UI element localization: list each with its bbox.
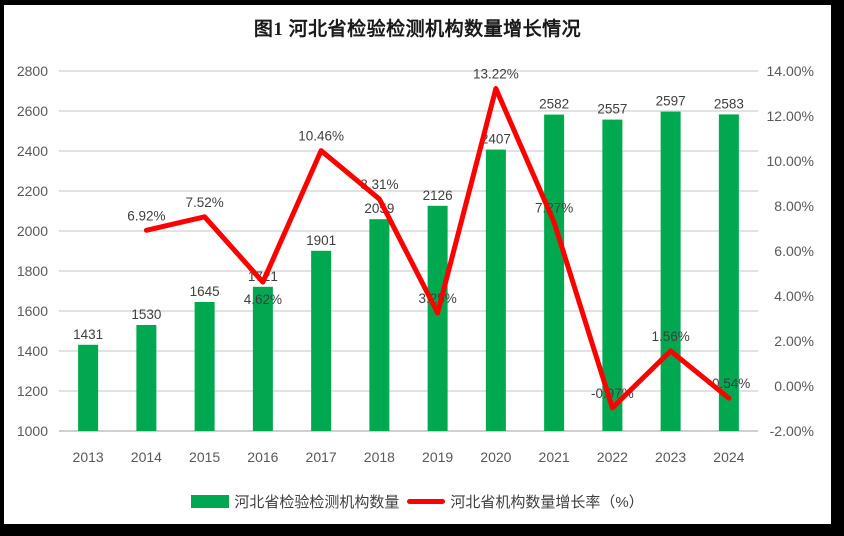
bar-2016: [252, 286, 273, 431]
right-axis-tick: 0.00%: [774, 378, 814, 394]
right-axis-tick: -2.00%: [770, 423, 814, 439]
bar-2021: [544, 114, 565, 431]
right-axis-tick: 4.00%: [774, 288, 814, 304]
bar-value-label: 2557: [597, 102, 627, 117]
left-axis-tick: 1400: [17, 343, 48, 359]
x-axis-label: 2015: [189, 449, 220, 465]
bar-2014: [136, 325, 157, 431]
bar-series-swatch-icon: [191, 495, 230, 508]
left-axis-tick: 1600: [17, 303, 48, 319]
x-axis-label: 2021: [539, 449, 570, 465]
bar-value-label: 1901: [306, 233, 336, 248]
bar-2015: [194, 302, 215, 431]
legend-item-line: 河北省机构数量增长率（%）: [399, 491, 644, 512]
bar-2017: [311, 250, 332, 431]
bar-value-label: 2126: [423, 188, 453, 203]
x-axis-label: 2022: [597, 449, 628, 465]
left-axis-tick: 1800: [17, 263, 48, 279]
chart-legend: 河北省检验检测机构数量 河北省机构数量增长率（%）: [4, 491, 831, 512]
line-value-label: 7.52%: [185, 195, 223, 210]
bar-2020: [485, 149, 506, 431]
x-axis-label: 2013: [73, 449, 104, 465]
x-axis-label: 2020: [480, 449, 511, 465]
bar-2018: [369, 219, 390, 431]
line-value-label: 10.46%: [298, 129, 344, 144]
x-axis-label: 2017: [306, 449, 337, 465]
legend-item-bars: 河北省检验检测机构数量: [191, 491, 399, 512]
left-axis-tick: 2000: [17, 223, 48, 239]
x-axis-label: 2019: [422, 449, 453, 465]
left-axis-tick: 2400: [17, 143, 48, 159]
right-axis-tick: 14.00%: [767, 63, 814, 79]
left-axis-tick: 2600: [17, 103, 48, 119]
left-axis-tick: 1000: [17, 423, 48, 439]
x-axis-label: 2023: [655, 449, 686, 465]
legend-label-bars: 河北省检验检测机构数量: [234, 494, 400, 511]
combo-chart: 1000 1200 1400 1600 1800 2000 2200 2400 2600 2800…: [17, 63, 814, 465]
x-axis-label: 2014: [131, 449, 162, 465]
bar-value-label: 2597: [656, 94, 686, 109]
bar-2024: [718, 114, 739, 432]
bar-value-label: 2582: [539, 97, 569, 112]
x-axis-label: 2024: [713, 449, 744, 465]
left-axis-tick: 2200: [17, 183, 48, 199]
right-axis-tick: 6.00%: [774, 243, 814, 259]
bar-2023: [660, 111, 681, 431]
growth-rate-line: [143, 86, 732, 411]
bar-value-label: 2583: [714, 96, 744, 111]
x-axis-label: 2016: [247, 449, 278, 465]
bar-value-label: 1645: [190, 284, 220, 299]
right-axis-tick: 10.00%: [767, 153, 814, 169]
right-axis-tick: 2.00%: [774, 333, 814, 349]
bar-2013: [78, 344, 99, 431]
left-axis-tick: 1200: [17, 383, 48, 399]
bar-value-label: 1530: [131, 307, 161, 322]
line-value-label: 1.56%: [651, 329, 689, 344]
line-value-label: 13.22%: [473, 67, 519, 82]
bar-2019: [427, 205, 448, 431]
legend-label-line: 河北省机构数量增长率（%）: [450, 494, 644, 511]
left-axis-tick: 2800: [17, 63, 48, 79]
x-axis-label: 2018: [364, 449, 395, 465]
bar-value-label: 2407: [481, 132, 511, 147]
chart-canvas: 图1 河北省检验检测机构数量增长情况 1000 1200 1400 1600 1800 2…: [4, 5, 831, 524]
line-series-swatch-icon: [407, 499, 446, 504]
bar-2022: [602, 119, 623, 431]
line-value-label: 4.62%: [244, 292, 282, 307]
line-value-label: 6.92%: [127, 208, 165, 223]
bar-value-label: 1431: [73, 327, 103, 342]
chart-title: 图1 河北省检验检测机构数量增长情况: [253, 19, 582, 40]
right-axis-tick: 8.00%: [774, 198, 814, 214]
line-value-label: 7.27%: [535, 200, 573, 215]
right-axis-tick: 12.00%: [767, 108, 814, 124]
